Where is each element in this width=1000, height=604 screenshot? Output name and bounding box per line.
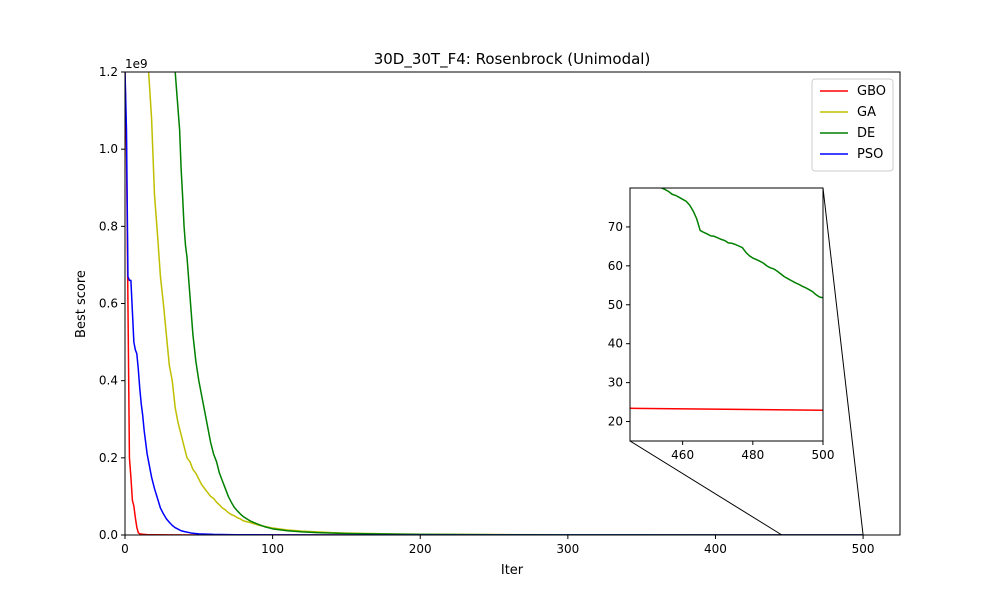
inset-y-tick-label: 60 xyxy=(608,259,623,273)
x-tick-label: 500 xyxy=(852,542,875,556)
zoom-connector-right xyxy=(822,187,864,536)
main-axis-ticks: 0 100 200 300 400 500 0.0 0.2 0.4 0.6 0.8 1.0 1.2 xyxy=(99,65,875,556)
legend-label-pso: PSO xyxy=(857,147,883,162)
zoom-connector-left xyxy=(629,440,783,536)
y-tick-label: 1.2 xyxy=(99,65,118,79)
inset-series-line-de xyxy=(660,188,823,299)
inset-y-tick-label: 30 xyxy=(608,376,623,390)
legend-label-de: DE xyxy=(857,126,875,141)
zoom-connector-lines xyxy=(629,187,864,536)
inset-axis-ticks: 460 480 500 20 30 40 50 60 70 xyxy=(608,220,835,462)
chart-title: 30D_30T_F4: Rosenbrock (Unimodal) xyxy=(374,50,651,69)
x-tick-label: 400 xyxy=(704,542,727,556)
y-tick-label: 0.4 xyxy=(99,374,118,388)
y-tick-label: 0.0 xyxy=(99,528,118,542)
x-axis-label: Iter xyxy=(501,563,524,578)
main-axes-frame xyxy=(124,71,901,536)
y-offset-text: 1e9 xyxy=(125,57,148,71)
y-tick-label: 0.8 xyxy=(99,219,118,233)
inset-axes-frame xyxy=(629,187,824,442)
inset-background xyxy=(630,188,823,441)
series-line-de xyxy=(174,72,864,535)
inset-plot-lines xyxy=(630,188,823,411)
x-tick-label: 100 xyxy=(261,542,284,556)
inset-y-tick-label: 70 xyxy=(608,220,623,234)
y-axis-label: Best score xyxy=(74,270,89,338)
inset-x-tick-label: 500 xyxy=(812,448,835,462)
legend: GBO GA DE PSO xyxy=(811,78,894,172)
inset-y-tick-label: 40 xyxy=(608,337,623,351)
inset-x-tick-label: 460 xyxy=(671,448,694,462)
legend-box xyxy=(811,78,894,172)
y-tick-label: 0.2 xyxy=(99,451,118,465)
inset-y-tick-label: 50 xyxy=(608,298,623,312)
y-tick-label: 1.0 xyxy=(99,142,118,156)
legend-label-gbo: GBO xyxy=(857,84,886,99)
inset-y-tick-label: 20 xyxy=(608,415,623,429)
x-tick-label: 0 xyxy=(121,542,129,556)
x-tick-label: 300 xyxy=(556,542,579,556)
inset-series-line-gbo xyxy=(630,407,823,411)
y-tick-label: 0.6 xyxy=(99,297,118,311)
legend-label-ga: GA xyxy=(857,105,876,120)
inset-x-tick-label: 480 xyxy=(741,448,764,462)
x-tick-label: 200 xyxy=(409,542,432,556)
